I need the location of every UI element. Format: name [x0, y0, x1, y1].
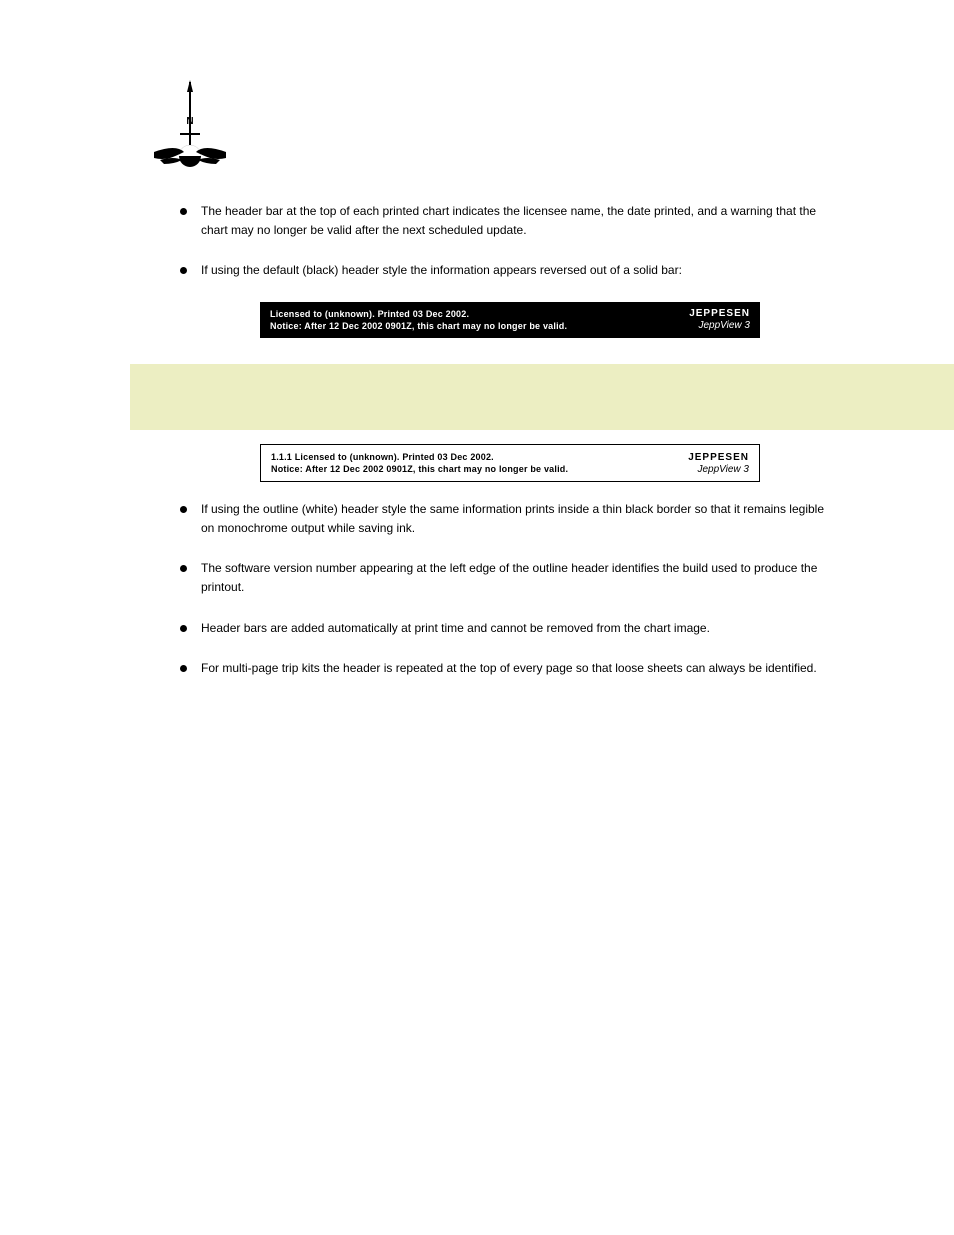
svg-text:N: N [186, 116, 193, 127]
brand-name: JEPPESEN [689, 308, 750, 319]
note-callout [130, 364, 954, 430]
banner-line-2: Notice: After 12 Dec 2002 0901Z, this ch… [270, 320, 567, 332]
list-item-text: The software version number appearing at… [201, 559, 830, 596]
banner-left-text: Licensed to (unknown). Printed 03 Dec 20… [270, 308, 567, 332]
brand-product: JeppView 3 [689, 320, 750, 331]
list-item: For multi-page trip kits the header is r… [180, 659, 830, 678]
logo-row: N [130, 78, 830, 198]
brand-product: JeppView 3 [688, 464, 749, 475]
header-banner-dark: Licensed to (unknown). Printed 03 Dec 20… [260, 302, 760, 338]
bullet-dot-icon [180, 267, 187, 274]
brand-name: JEPPESEN [688, 452, 749, 463]
banner-line-2: Notice: After 12 Dec 2002 0901Z, this ch… [271, 463, 568, 475]
bullet-dot-icon [180, 506, 187, 513]
list-item: Header bars are added automatically at p… [180, 619, 830, 638]
list-item-text: Header bars are added automatically at p… [201, 619, 830, 638]
bullet-dot-icon [180, 565, 187, 572]
bullet-dot-icon [180, 208, 187, 215]
list-item-text: If using the default (black) header styl… [201, 261, 830, 280]
bullet-list-1: The header bar at the top of each printe… [180, 202, 830, 338]
list-item: If using the outline (white) header styl… [180, 500, 830, 537]
list-item: The software version number appearing at… [180, 559, 830, 596]
bullet-list-2: 1.1.1 Licensed to (unknown). Printed 03 … [180, 444, 830, 678]
banner-line-1: Licensed to (unknown). Printed 03 Dec 20… [270, 308, 567, 320]
banner-left-text: 1.1.1 Licensed to (unknown). Printed 03 … [271, 451, 568, 475]
banner-line-1: 1.1.1 Licensed to (unknown). Printed 03 … [271, 451, 568, 463]
note-callout-text [130, 364, 954, 380]
content-column-2: 1.1.1 Licensed to (unknown). Printed 03 … [130, 440, 830, 700]
header-banner-outline: 1.1.1 Licensed to (unknown). Printed 03 … [260, 444, 760, 482]
bullet-dot-icon [180, 665, 187, 672]
compass-wings-icon: N [130, 78, 250, 198]
list-item-text: The header bar at the top of each printe… [201, 202, 830, 239]
banner-brand: JEPPESEN JeppView 3 [689, 308, 750, 331]
document-page: N The header bar at the top of each prin… [0, 0, 954, 1235]
list-item: The header bar at the top of each printe… [180, 202, 830, 239]
list-item-text: If using the outline (white) header styl… [201, 500, 830, 537]
banner-brand: JEPPESEN JeppView 3 [688, 452, 749, 475]
bullet-dot-icon [180, 625, 187, 632]
content-column: N The header bar at the top of each prin… [130, 78, 830, 346]
list-item: If using the default (black) header styl… [180, 261, 830, 280]
list-item-text: For multi-page trip kits the header is r… [201, 659, 830, 678]
